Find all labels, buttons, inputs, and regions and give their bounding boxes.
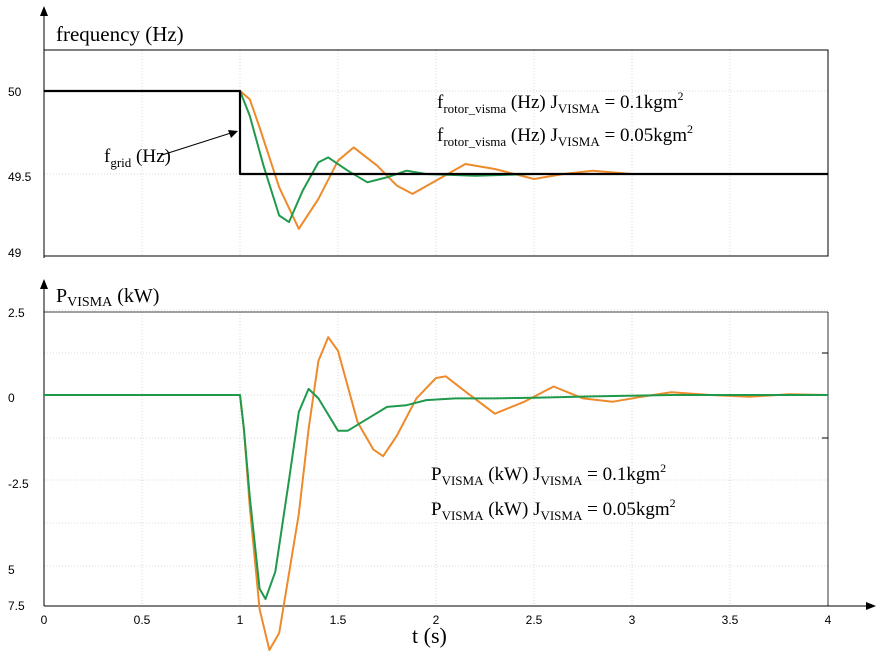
bottom-y-tick-label: 0 (8, 391, 15, 405)
top-y-axis-arrow (40, 6, 48, 16)
fgrid-annotation: fgrid (Hz) (104, 146, 171, 170)
top-series (44, 89, 828, 230)
x-tick-label: 2 (433, 613, 440, 627)
bottom-panel: PVISMA (kW) 2.5 0 -2.5 5 7.5 0 0.5 1 1.5 2 2.5 3 3.… (8, 279, 876, 651)
top-y-tick-label: 49 (8, 246, 22, 260)
top-legend-entry-orange: frotor_visma (Hz) JVISMA = 0.1kgm2 (437, 89, 684, 116)
bottom-legend-entry-orange: PVISMA (kW) JVISMA = 0.1kgm2 (431, 461, 666, 488)
x-tick-label: 0.5 (134, 613, 151, 627)
bottom-y-tick-label: 7.5 (8, 599, 25, 613)
top-y-tick-label: 49.5 (8, 170, 32, 184)
x-tick-label: 4 (825, 613, 832, 627)
bottom-y-ticks: 2.5 0 -2.5 5 7.5 (8, 306, 29, 613)
top-series-line-black (44, 89, 828, 176)
fgrid-arrow-head (228, 130, 238, 138)
top-legend-entry-green: frotor_visma (Hz) JVISMA = 0.05kgm2 (437, 122, 693, 149)
bottom-ylabel: PVISMA (kW) (56, 285, 159, 310)
bottom-legend-entry-green: PVISMA (kW) JVISMA = 0.05kgm2 (431, 496, 676, 523)
x-axis-label: t (s) (412, 623, 447, 648)
x-ticks: 0 0.5 1 1.5 2 2.5 3 3.5 4 (41, 613, 832, 627)
x-tick-label: 2.5 (526, 613, 543, 627)
x-tick-label: 0 (41, 613, 48, 627)
bottom-y-tick-label: -2.5 (8, 477, 29, 491)
bottom-series-line-orange (44, 336, 829, 651)
bottom-y-tick-label: 2.5 (8, 306, 25, 320)
bottom-y-axis-arrow (40, 279, 48, 289)
fgrid-annotation-arrow (161, 131, 235, 156)
bottom-y-tick-label: 5 (8, 563, 15, 577)
top-ylabel: frequency (Hz) (56, 22, 184, 46)
x-tick-label: 1.5 (330, 613, 347, 627)
x-tick-label: 3.5 (722, 613, 739, 627)
top-y-tick-label: 50 (8, 85, 22, 99)
x-tick-label: 1 (237, 613, 244, 627)
top-y-ticks: 50 49.5 49 (8, 85, 32, 260)
top-panel: frequency (Hz) 50 49.5 49 fgrid (Hz) froto… (8, 6, 829, 260)
x-tick-label: 3 (629, 613, 636, 627)
bottom-series (44, 336, 829, 651)
x-axis-arrow (866, 602, 876, 610)
bottom-series-line-green (44, 387, 828, 600)
bottom-grid (44, 309, 828, 606)
top-series-line-orange (44, 90, 828, 230)
